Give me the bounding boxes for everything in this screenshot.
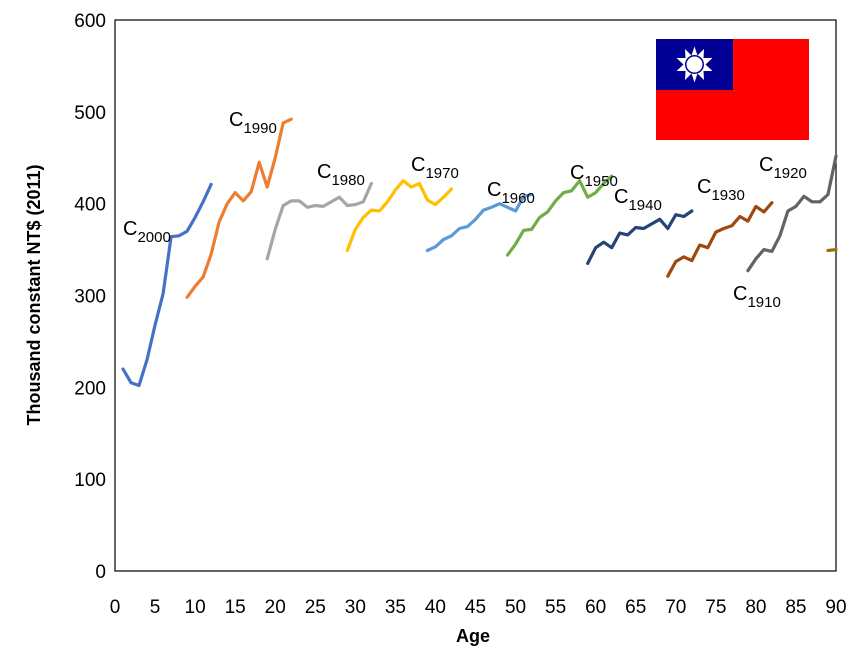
- x-tick-label: 25: [305, 597, 326, 618]
- series-label-c1990: C1990: [229, 109, 277, 137]
- series-lines: [121, 117, 838, 388]
- x-tick-label: 15: [225, 597, 246, 618]
- series-label-c1980: C1980: [317, 161, 365, 189]
- series-line-c1990: [185, 117, 293, 299]
- series-label-main: C: [570, 162, 584, 184]
- series-label-main: C: [759, 154, 773, 176]
- series-line-c2000: [121, 182, 213, 388]
- y-axis-ticks: 0 100 200 300 400 500 600: [74, 11, 106, 583]
- series-label-sub: 1910: [747, 294, 780, 311]
- series-line-c1930: [666, 201, 774, 278]
- series-line-c1970: [345, 179, 454, 253]
- series-label-sub: 1960: [501, 190, 534, 207]
- x-tick-label: 35: [385, 597, 406, 618]
- series-label-sub: 1990: [243, 120, 276, 137]
- series-labels: C2000C1990C1980C1970C1960C1950C1940C1930…: [123, 109, 807, 311]
- x-tick-label: 40: [425, 597, 446, 618]
- series-label-c1920: C1920: [759, 154, 807, 182]
- y-tick-label: 200: [74, 378, 106, 399]
- y-tick-label: 500: [74, 103, 106, 124]
- x-tick-label: 20: [265, 597, 286, 618]
- x-tick-label: 30: [345, 597, 366, 618]
- series-label-main: C: [487, 179, 501, 201]
- y-tick-label: 600: [74, 11, 106, 32]
- series-label-main: C: [733, 283, 747, 305]
- x-tick-label: 80: [745, 597, 766, 618]
- y-tick-label: 300: [74, 287, 106, 308]
- x-tick-label: 55: [545, 597, 566, 618]
- series-line-c1920: [746, 154, 838, 273]
- series-label-sub: 1980: [331, 172, 364, 189]
- series-label-main: C: [614, 186, 628, 208]
- series-label-c2000: C2000: [123, 218, 171, 246]
- x-tick-label: 75: [705, 597, 726, 618]
- x-tick-label: 45: [465, 597, 486, 618]
- y-axis-title: Thousand constant NT$ (2011): [24, 164, 44, 425]
- taiwan-flag-icon: [656, 39, 809, 140]
- x-tick-label: 10: [185, 597, 206, 618]
- x-axis-title: Age: [456, 626, 490, 646]
- y-tick-label: 0: [95, 562, 106, 583]
- series-label-c1960: C1960: [487, 179, 535, 207]
- series-label-sub: 1940: [628, 197, 661, 214]
- x-tick-label: 50: [505, 597, 526, 618]
- series-label-c1950: C1950: [570, 162, 618, 190]
- x-tick-label: 60: [585, 597, 606, 618]
- y-tick-label: 100: [74, 470, 106, 491]
- series-label-sub: 2000: [137, 229, 170, 246]
- series-label-sub: 1970: [425, 165, 458, 182]
- x-tick-label: 85: [785, 597, 806, 618]
- x-tick-label: 0: [110, 597, 121, 618]
- series-line-c1960: [425, 192, 534, 253]
- x-tick-label: 70: [665, 597, 686, 618]
- series-label-c1940: C1940: [614, 186, 662, 214]
- series-label-main: C: [411, 154, 425, 176]
- x-tick-label: 90: [825, 597, 846, 618]
- y-tick-label: 400: [74, 195, 106, 216]
- series-label-c1970: C1970: [411, 154, 459, 182]
- series-label-sub: 1950: [584, 173, 617, 190]
- series-label-main: C: [697, 176, 711, 198]
- series-line-c1940: [586, 209, 694, 265]
- series-line-c1910: [826, 248, 838, 253]
- series-label-sub: 1920: [773, 165, 806, 182]
- series-label-main: C: [123, 218, 137, 240]
- x-tick-label: 65: [625, 597, 646, 618]
- series-label-c1930: C1930: [697, 176, 745, 204]
- series-label-sub: 1930: [711, 187, 744, 204]
- series-line-c1980: [265, 181, 373, 261]
- x-axis-ticks: 0 5 10 15 20 25 30 35 40 45 50 55 60 65 70 75 80 85 90: [110, 597, 847, 618]
- series-line-c1950: [505, 174, 614, 257]
- series-label-main: C: [317, 161, 331, 183]
- series-label-c1910: C1910: [733, 283, 781, 311]
- x-tick-label: 5: [150, 597, 161, 618]
- series-label-main: C: [229, 109, 243, 131]
